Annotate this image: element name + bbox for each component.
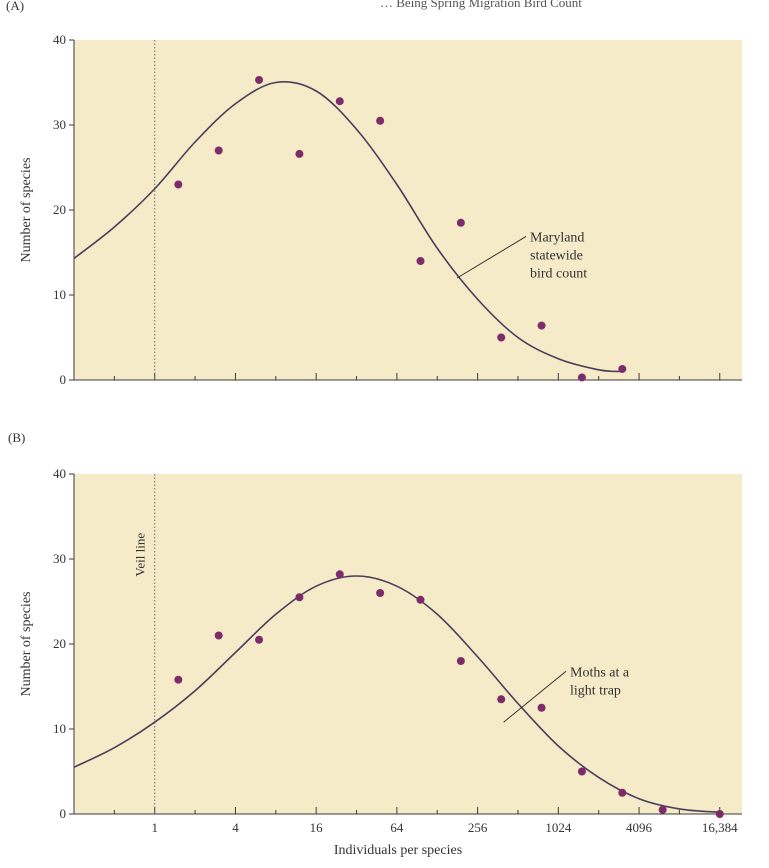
data-point (174, 180, 183, 189)
data-point (618, 788, 627, 797)
data-point (214, 146, 223, 155)
panel-label: (A) (6, 0, 24, 13)
data-point (715, 810, 724, 818)
x-tick-label: 4 (232, 820, 239, 835)
veil-line-label: Veil line (133, 533, 148, 577)
plot-background (74, 474, 742, 814)
data-point (456, 218, 465, 227)
y-tick-label: 20 (53, 202, 66, 217)
x-tick-label: 1 (151, 820, 158, 835)
data-point (335, 570, 344, 579)
data-point (497, 695, 506, 704)
data-point (174, 675, 183, 684)
y-axis-label: Number of species (19, 158, 34, 263)
data-point (577, 767, 586, 776)
y-tick-label: 40 (53, 32, 66, 47)
data-point (577, 373, 586, 382)
y-tick-label: 30 (53, 117, 66, 132)
annotation-leader-line (503, 670, 567, 723)
panel-label: (B) (8, 430, 25, 445)
data-point (376, 116, 385, 125)
x-tick-label: 16 (310, 820, 324, 835)
data-point (497, 333, 506, 342)
y-tick-label: 20 (53, 636, 66, 651)
annotation-text: light trap (570, 683, 621, 698)
annotation-text: statewide (530, 248, 583, 263)
data-point (376, 589, 385, 597)
chart-panel-b: (B) 0 10 20 30 40 Number of species 1 4 16 64 256 10… (8, 430, 742, 858)
data-point (214, 631, 223, 640)
data-point (658, 805, 667, 814)
plot-background (74, 40, 742, 380)
y-tick-label: 30 (53, 551, 66, 566)
x-axis-label: Individuals per species (334, 843, 462, 858)
annotation-text: bird count (530, 266, 587, 281)
fitted-curve (73, 81, 621, 373)
y-axis-label: Number of species (19, 592, 34, 697)
x-tick-label: 4096 (626, 820, 653, 835)
data-point (255, 75, 264, 84)
fitted-curve (73, 575, 720, 814)
annotation-text: Moths at a (570, 665, 630, 680)
y-tick-label: 0 (60, 372, 67, 387)
data-point (255, 635, 264, 644)
chart-panel-a: (A) 0 10 20 30 40 Number of species Maryland sta… (6, 0, 742, 387)
data-point (295, 149, 304, 158)
page-header-fragment: … Being Spring Migration Bird Count (380, 0, 582, 10)
y-tick-label: 0 (60, 806, 67, 821)
data-point (416, 257, 425, 265)
y-tick-label: 10 (53, 287, 66, 302)
x-tick-label: 64 (390, 820, 404, 835)
data-point (335, 97, 344, 106)
annotation-leader-line (456, 236, 527, 279)
data-point (456, 657, 465, 665)
data-point (416, 595, 425, 604)
y-tick-label: 10 (53, 721, 66, 736)
annotation-text: Maryland (530, 230, 584, 245)
data-point (537, 321, 546, 330)
data-point (295, 593, 304, 602)
x-tick-label: 16,384 (702, 820, 738, 835)
data-point (618, 364, 627, 373)
y-tick-label: 40 (53, 466, 66, 481)
x-tick-label: 256 (468, 820, 488, 835)
data-point (537, 703, 546, 712)
x-tick-label: 1024 (545, 820, 572, 835)
